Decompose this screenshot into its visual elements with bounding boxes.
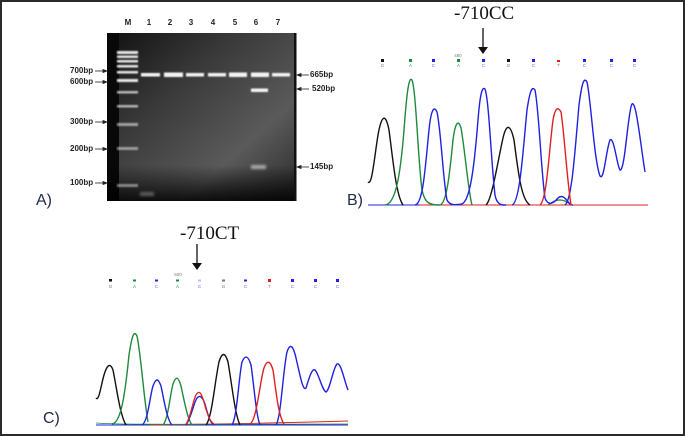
lane-label-7: 7	[275, 18, 281, 27]
ladder-label-700bp: 700bp	[70, 66, 94, 75]
lane-label-6: 6	[253, 18, 259, 27]
lane-label-5: 5	[232, 18, 238, 27]
fragment-label-665bp: 665bp	[310, 70, 334, 79]
svg-text:C: C	[583, 63, 587, 68]
svg-text:G: G	[109, 284, 113, 289]
ladder-label-200bp: 200bp	[70, 144, 94, 153]
fragment-label-520bp: 520bp	[312, 84, 336, 93]
svg-text:G: G	[507, 63, 511, 68]
lane-label-1: 1	[146, 18, 152, 27]
panel-label-b: B)	[347, 192, 363, 209]
panel-label-a: A)	[36, 192, 52, 209]
svg-text:A: A	[457, 63, 460, 68]
ladder-label-100bp: 100bp	[70, 178, 94, 187]
svg-text:G: G	[222, 284, 226, 289]
svg-text:C: C	[155, 284, 159, 289]
svg-text:480: 480	[454, 53, 462, 58]
svg-text:C: C	[198, 284, 202, 289]
svg-text:C: C	[633, 63, 637, 68]
svg-text:C: C	[314, 284, 318, 289]
svg-text:C: C	[610, 63, 614, 68]
svg-text:G: G	[381, 63, 385, 68]
svg-text:A: A	[409, 63, 412, 68]
svg-text:C: C	[291, 284, 295, 289]
svg-text:C: C	[482, 63, 486, 68]
svg-text:C: C	[336, 284, 340, 289]
svg-text:A: A	[133, 284, 136, 289]
svg-text:C: C	[532, 63, 536, 68]
svg-text:T: T	[268, 284, 271, 289]
svg-text:C: C	[432, 63, 436, 68]
genotype-label-cc: -710CC	[454, 3, 515, 24]
lane-label-3: 3	[188, 18, 194, 27]
svg-text:T: T	[557, 63, 560, 68]
lane-label-2: 2	[167, 18, 173, 27]
fragment-label-145bp: 145bp	[310, 162, 334, 171]
lane-label-4: 4	[210, 18, 216, 27]
lane-label-m: M	[124, 18, 132, 27]
ladder-label-300bp: 300bp	[70, 117, 94, 126]
panel-label-c: C)	[43, 410, 60, 427]
svg-text:500: 500	[174, 272, 182, 277]
ladder-label-600bp: 600bp	[70, 77, 94, 86]
svg-text:C: C	[244, 284, 248, 289]
svg-text:A: A	[176, 284, 179, 289]
genotype-label-ct: -710CT	[180, 223, 240, 244]
